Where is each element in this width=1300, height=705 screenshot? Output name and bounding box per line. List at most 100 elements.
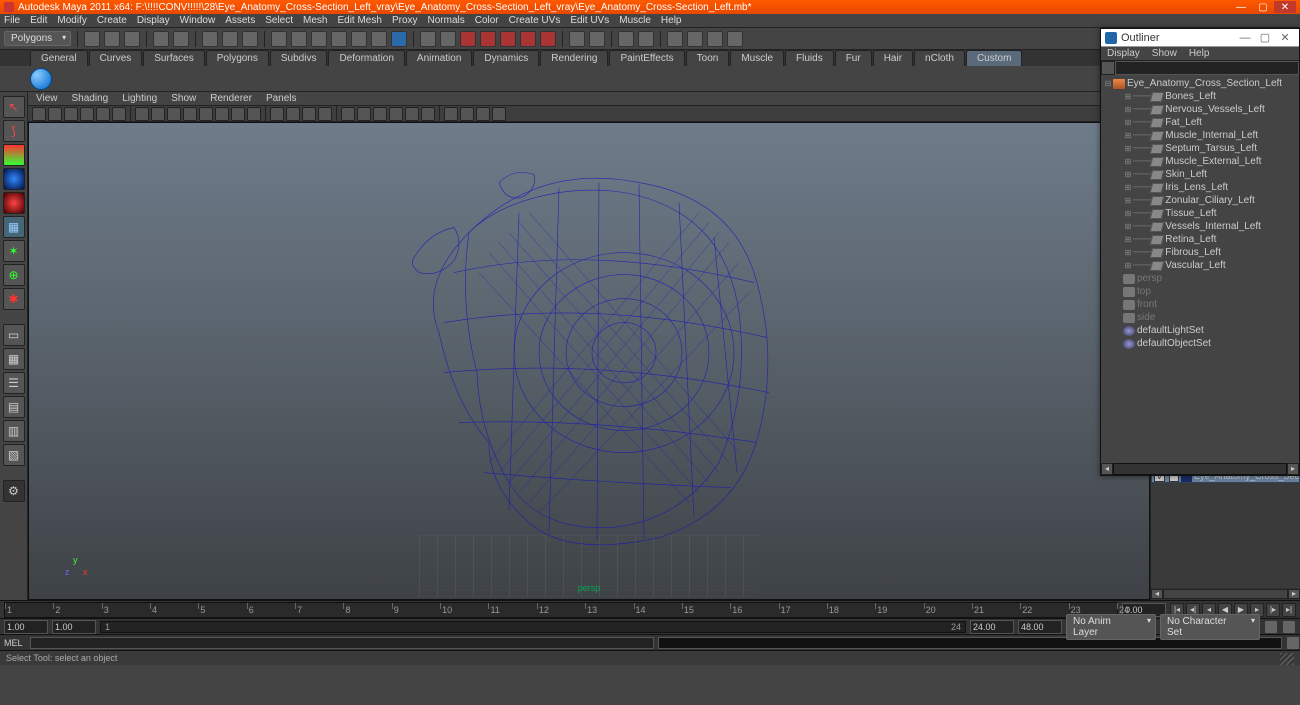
view-menu-renderer[interactable]: Renderer [210,93,252,104]
shelf-tab-curves[interactable]: Curves [89,50,143,66]
shelf-tab-deformation[interactable]: Deformation [328,50,404,66]
outliner-item[interactable]: ⊞─── Fat_Left [1101,116,1299,129]
shelf-tab-custom[interactable]: Custom [966,50,1022,66]
outliner-item[interactable]: ⊞─── Septum_Tarsus_Left [1101,142,1299,155]
maximize-button[interactable]: ▢ [1252,1,1274,13]
input-ops-button[interactable] [589,31,605,47]
outliner-menu-show[interactable]: Show [1152,48,1177,59]
universal-manip-tool[interactable]: ✶ [3,240,25,262]
scale-tool[interactable]: ▦ [3,216,25,238]
select-object-button[interactable] [222,31,238,47]
range-track[interactable]: 1 24 [100,621,966,633]
outliner-search-input[interactable] [1115,61,1299,75]
outliner-hscroll[interactable]: ◂ ▸ [1101,463,1299,475]
soft-mod-tool[interactable]: ⊕ [3,264,25,286]
view-toolbar-button[interactable] [270,107,284,121]
view-menu-shading[interactable]: Shading [72,93,109,104]
shelf-tab-painteffects[interactable]: PaintEffects [609,50,684,66]
construction-history-button[interactable] [569,31,585,47]
menu-proxy[interactable]: Proxy [392,15,418,26]
view-toolbar-button[interactable] [48,107,62,121]
lasso-tool[interactable]: ⟆ [3,120,25,142]
outliner-close-button[interactable]: ✕ [1275,31,1295,44]
outliner-menu-help[interactable]: Help [1189,48,1210,59]
outliner-item[interactable]: ⊞─── Retina_Left [1101,233,1299,246]
menu-muscle[interactable]: Muscle [619,15,651,26]
shelf-tab-muscle[interactable]: Muscle [730,50,784,66]
render-globals-button[interactable] [540,31,556,47]
command-input[interactable] [30,637,654,649]
snap-plane-button[interactable] [331,31,347,47]
menu-color[interactable]: Color [475,15,499,26]
scroll-right-arrow[interactable]: ▸ [1288,589,1300,599]
view-toolbar-button[interactable] [32,107,46,121]
tool-settings-button[interactable] [687,31,703,47]
close-button[interactable]: ✕ [1274,1,1296,13]
shelf-tab-hair[interactable]: Hair [873,50,913,66]
go-end-button[interactable]: ▸| [1282,603,1296,617]
redo-button[interactable] [173,31,189,47]
snap-toggle-button[interactable] [371,31,387,47]
view-menu-show[interactable]: Show [171,93,196,104]
view-toolbar-button[interactable] [286,107,300,121]
range-end-outer[interactable]: 48.00 [1018,620,1062,634]
outliner-item[interactable]: ⊟ Eye_Anatomy_Cross_Section_Left [1101,77,1299,90]
range-start-inner[interactable]: 1.00 [52,620,96,634]
render-asset-button[interactable] [460,31,476,47]
view-toolbar-button[interactable] [476,107,490,121]
outliner-scroll-right[interactable]: ▸ [1287,463,1299,475]
outliner-item[interactable]: persp [1101,272,1299,285]
render-settings-button[interactable] [480,31,496,47]
menu-create[interactable]: Create [97,15,127,26]
view-toolbar-button[interactable] [231,107,245,121]
view-toolbar-button[interactable] [318,107,332,121]
outliner-item[interactable]: ⊞─── Fibrous_Left [1101,246,1299,259]
outliner-item[interactable]: ⊞─── Tissue_Left [1101,207,1299,220]
menu-create-uvs[interactable]: Create UVs [509,15,561,26]
show-manip-tool[interactable]: ✱ [3,288,25,310]
shelf-tab-fluids[interactable]: Fluids [785,50,834,66]
outliner-item[interactable]: ⊞─── Zonular_Ciliary_Left [1101,194,1299,207]
layer-editor-button[interactable] [727,31,743,47]
snap-grid-button[interactable] [271,31,287,47]
select-tool[interactable]: ↖ [3,96,25,118]
outliner-item[interactable]: ⊞─── Bones_Left [1101,90,1299,103]
move-tool[interactable] [3,168,25,190]
menu-help[interactable]: Help [661,15,682,26]
outliner-item[interactable]: ⊞─── Muscle_Internal_Left [1101,129,1299,142]
shelf-custom-icon[interactable] [30,68,52,90]
outliner-item[interactable]: ⊞─── Nervous_Vessels_Left [1101,103,1299,116]
menu-select[interactable]: Select [265,15,293,26]
outliner-filter-button[interactable] [1101,61,1115,75]
menu-normals[interactable]: Normals [428,15,465,26]
snap-live-button[interactable] [351,31,367,47]
shelf-tab-subdivs[interactable]: Subdivs [270,50,328,66]
view-toolbar-button[interactable] [357,107,371,121]
viewport[interactable]: y z x persp [28,122,1150,600]
render-layer-button[interactable] [520,31,536,47]
autokey-button[interactable] [1264,620,1278,634]
layout-preset-3-button[interactable]: ▧ [3,444,25,466]
outliner-minimize-button[interactable]: — [1235,32,1255,44]
menu-modify[interactable]: Modify [57,15,86,26]
view-toolbar-button[interactable] [373,107,387,121]
outliner-menu-display[interactable]: Display [1107,48,1140,59]
shelf-tab-polygons[interactable]: Polygons [206,50,269,66]
view-toolbar-button[interactable] [405,107,419,121]
snap-point-button[interactable] [311,31,327,47]
snap-curve-button[interactable] [291,31,307,47]
persp-outliner-button[interactable]: ☰ [3,372,25,394]
view-toolbar-button[interactable] [96,107,110,121]
select-component-button[interactable] [242,31,258,47]
outliner-item[interactable]: ⊞─── Vascular_Left [1101,259,1299,272]
select-hierarchy-button[interactable] [202,31,218,47]
view-toolbar-button[interactable] [167,107,181,121]
render-frame-button[interactable] [420,31,436,47]
new-scene-button[interactable] [84,31,100,47]
layout-preset-2-button[interactable]: ▥ [3,420,25,442]
outliner-item[interactable]: ⊞─── Muscle_External_Left [1101,155,1299,168]
layer-hscroll[interactable]: ◂ ▸ [1151,588,1300,600]
view-toolbar-button[interactable] [341,107,355,121]
character-set-dropdown[interactable]: No Character Set [1160,614,1260,640]
view-toolbar-button[interactable] [302,107,316,121]
